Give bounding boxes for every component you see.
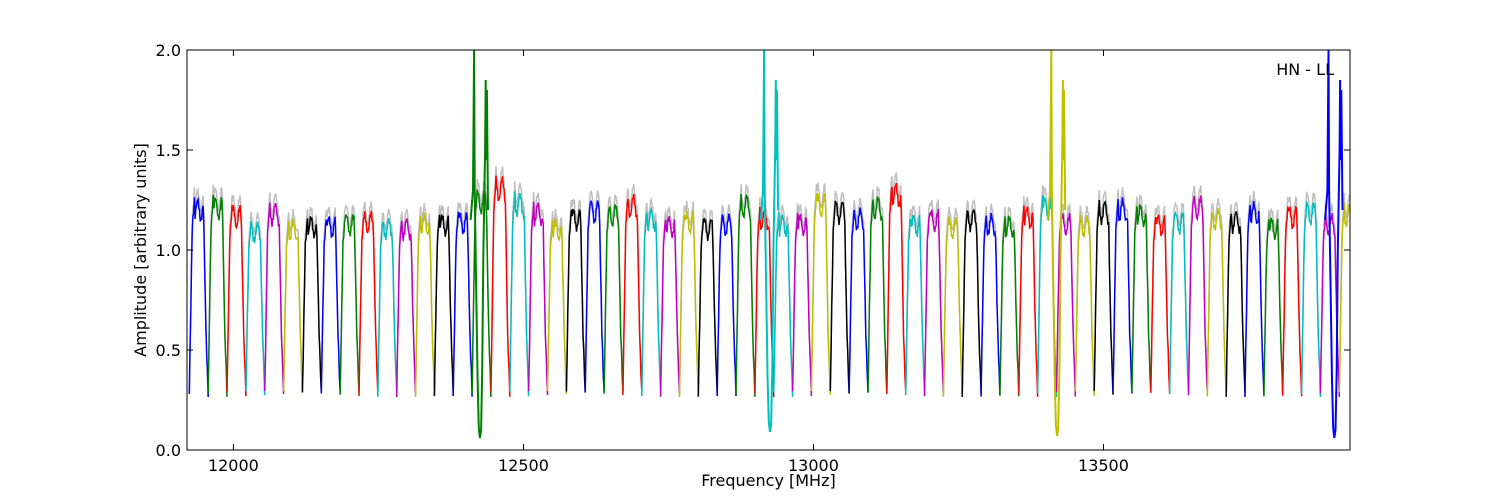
channel-series: [584, 199, 605, 393]
channel-series: [414, 212, 436, 397]
channel-series: [1206, 207, 1227, 397]
y-tick-label: 1.5: [156, 141, 181, 160]
channel-series: [1225, 211, 1246, 397]
annotation-label: HN - LL: [1276, 60, 1334, 79]
channel-series: [320, 215, 341, 394]
channel-series: [1396, 206, 1415, 393]
channel-series: [772, 212, 794, 397]
channel-series: [1131, 204, 1152, 393]
absorption-feature: [759, 50, 780, 433]
channel-series: [1281, 205, 1303, 397]
channel-series: [377, 217, 398, 397]
channel-series: [1150, 214, 1171, 393]
channel-series: [791, 212, 813, 397]
channel-series: [509, 191, 530, 397]
channel-series: [659, 215, 681, 397]
channel-series: [1187, 195, 1209, 396]
channel-series: [527, 201, 549, 396]
x-tick-label: 13500: [1078, 456, 1129, 475]
y-tick-label: 1.0: [156, 241, 181, 260]
channel-series: [358, 210, 379, 396]
channel-series: [1358, 188, 1377, 396]
y-tick-label: 2.0: [156, 41, 181, 60]
channel-series: [263, 202, 285, 395]
channel-series: [1112, 197, 1133, 394]
ticks-layer: 12000 12500 13000 13500 0.0 0.5 1.0 1.5 2.0: [156, 41, 1350, 475]
channel-series: [904, 214, 926, 396]
x-tick-label: 12500: [498, 456, 549, 475]
channel-series: [301, 216, 323, 393]
channel-series: [188, 196, 209, 398]
channel-series: [735, 194, 756, 397]
channel-series: [810, 192, 832, 395]
x-axis-label: Frequency [MHz]: [701, 471, 835, 490]
channel-series: [641, 206, 662, 397]
channel-series: [546, 218, 568, 394]
channel-series: [565, 208, 586, 393]
channel-series: [1074, 214, 1095, 396]
channel-series: [395, 218, 417, 398]
channel-series: [226, 204, 247, 397]
channel-series: [980, 212, 1001, 397]
channel-series: [1244, 200, 1265, 398]
y-tick-label: 0.5: [156, 341, 181, 360]
x-tick-label: 13000: [788, 456, 839, 475]
absorption-feature: [1324, 50, 1344, 439]
channel-series: [1415, 215, 1434, 393]
channel-series: [1093, 199, 1114, 395]
channel-series: [1055, 212, 1077, 397]
channel-series: [490, 175, 511, 397]
channel-series: [339, 214, 360, 395]
y-axis-label: Amplitude [arbitrary units]: [131, 143, 150, 357]
x-tick-label: 12000: [208, 456, 259, 475]
channel-series: [678, 210, 700, 398]
channel-series: [603, 204, 624, 394]
channel-series: [829, 200, 850, 394]
channel-series: [999, 215, 1020, 397]
channel-series: [754, 206, 775, 398]
y-tick-label: 0.0: [156, 441, 181, 460]
channel-series: [622, 193, 643, 395]
channel-series: [867, 196, 888, 393]
channel-series: [1300, 201, 1322, 397]
channel-series: [1338, 202, 1350, 393]
channel-series: [1377, 181, 1396, 394]
absorption-feature: [469, 50, 489, 439]
channel-series: [1168, 210, 1190, 395]
absorption-feature: [1046, 50, 1067, 437]
channel-series: [1018, 205, 1039, 397]
channel-series: [942, 216, 963, 397]
channel-series: [1263, 217, 1284, 397]
channel-series: [245, 220, 266, 396]
channel-series: [716, 213, 737, 397]
channel-series: [452, 211, 473, 397]
channel-series: [848, 207, 869, 393]
series-layer: [188, 50, 1434, 439]
channel-series: [961, 208, 982, 398]
channel-series: [433, 214, 454, 397]
channel-series: [697, 217, 718, 397]
channel-series: [886, 182, 907, 394]
channel-series: [923, 208, 945, 397]
channel-series: [282, 218, 304, 393]
channel-series: [207, 194, 228, 397]
